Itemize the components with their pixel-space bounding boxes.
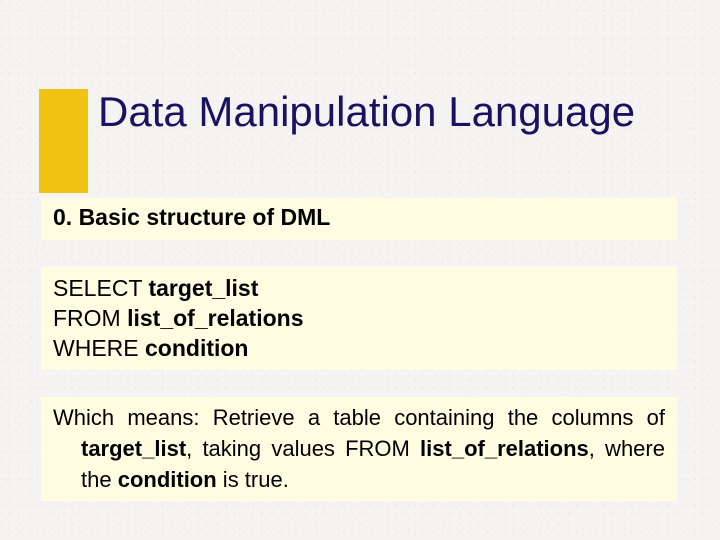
keyword-where: WHERE (53, 335, 145, 361)
para-seg1: Which means: Retrieve a table containing… (53, 405, 665, 430)
section-heading: 0. Basic structure of DML (53, 204, 665, 231)
code-line-from: FROM list_of_relations (53, 303, 665, 333)
slide-title: Data Manipulation Language (98, 88, 635, 136)
title-accent-block (39, 89, 88, 193)
keyword-select: SELECT (53, 275, 148, 301)
code-panel: SELECT target_list FROM list_of_relation… (41, 267, 677, 370)
para-bold-target-list: target_list (81, 436, 186, 461)
para-bold-condition: condition (118, 467, 217, 492)
para-bold-list-of-relations: list_of_relations (420, 436, 589, 461)
arg-list-of-relations: list_of_relations (127, 305, 303, 331)
para-seg2: , taking values FROM (186, 436, 420, 461)
section-heading-panel: 0. Basic structure of DML (41, 198, 677, 240)
keyword-from: FROM (53, 305, 127, 331)
arg-condition: condition (145, 335, 248, 361)
arg-target-list: target_list (148, 275, 258, 301)
code-line-select: SELECT target_list (53, 273, 665, 303)
explanation-paragraph: Which means: Retrieve a table containing… (53, 402, 665, 495)
explanation-panel: Which means: Retrieve a table containing… (41, 397, 677, 501)
code-line-where: WHERE condition (53, 333, 665, 363)
para-seg4: is true. (217, 467, 289, 492)
